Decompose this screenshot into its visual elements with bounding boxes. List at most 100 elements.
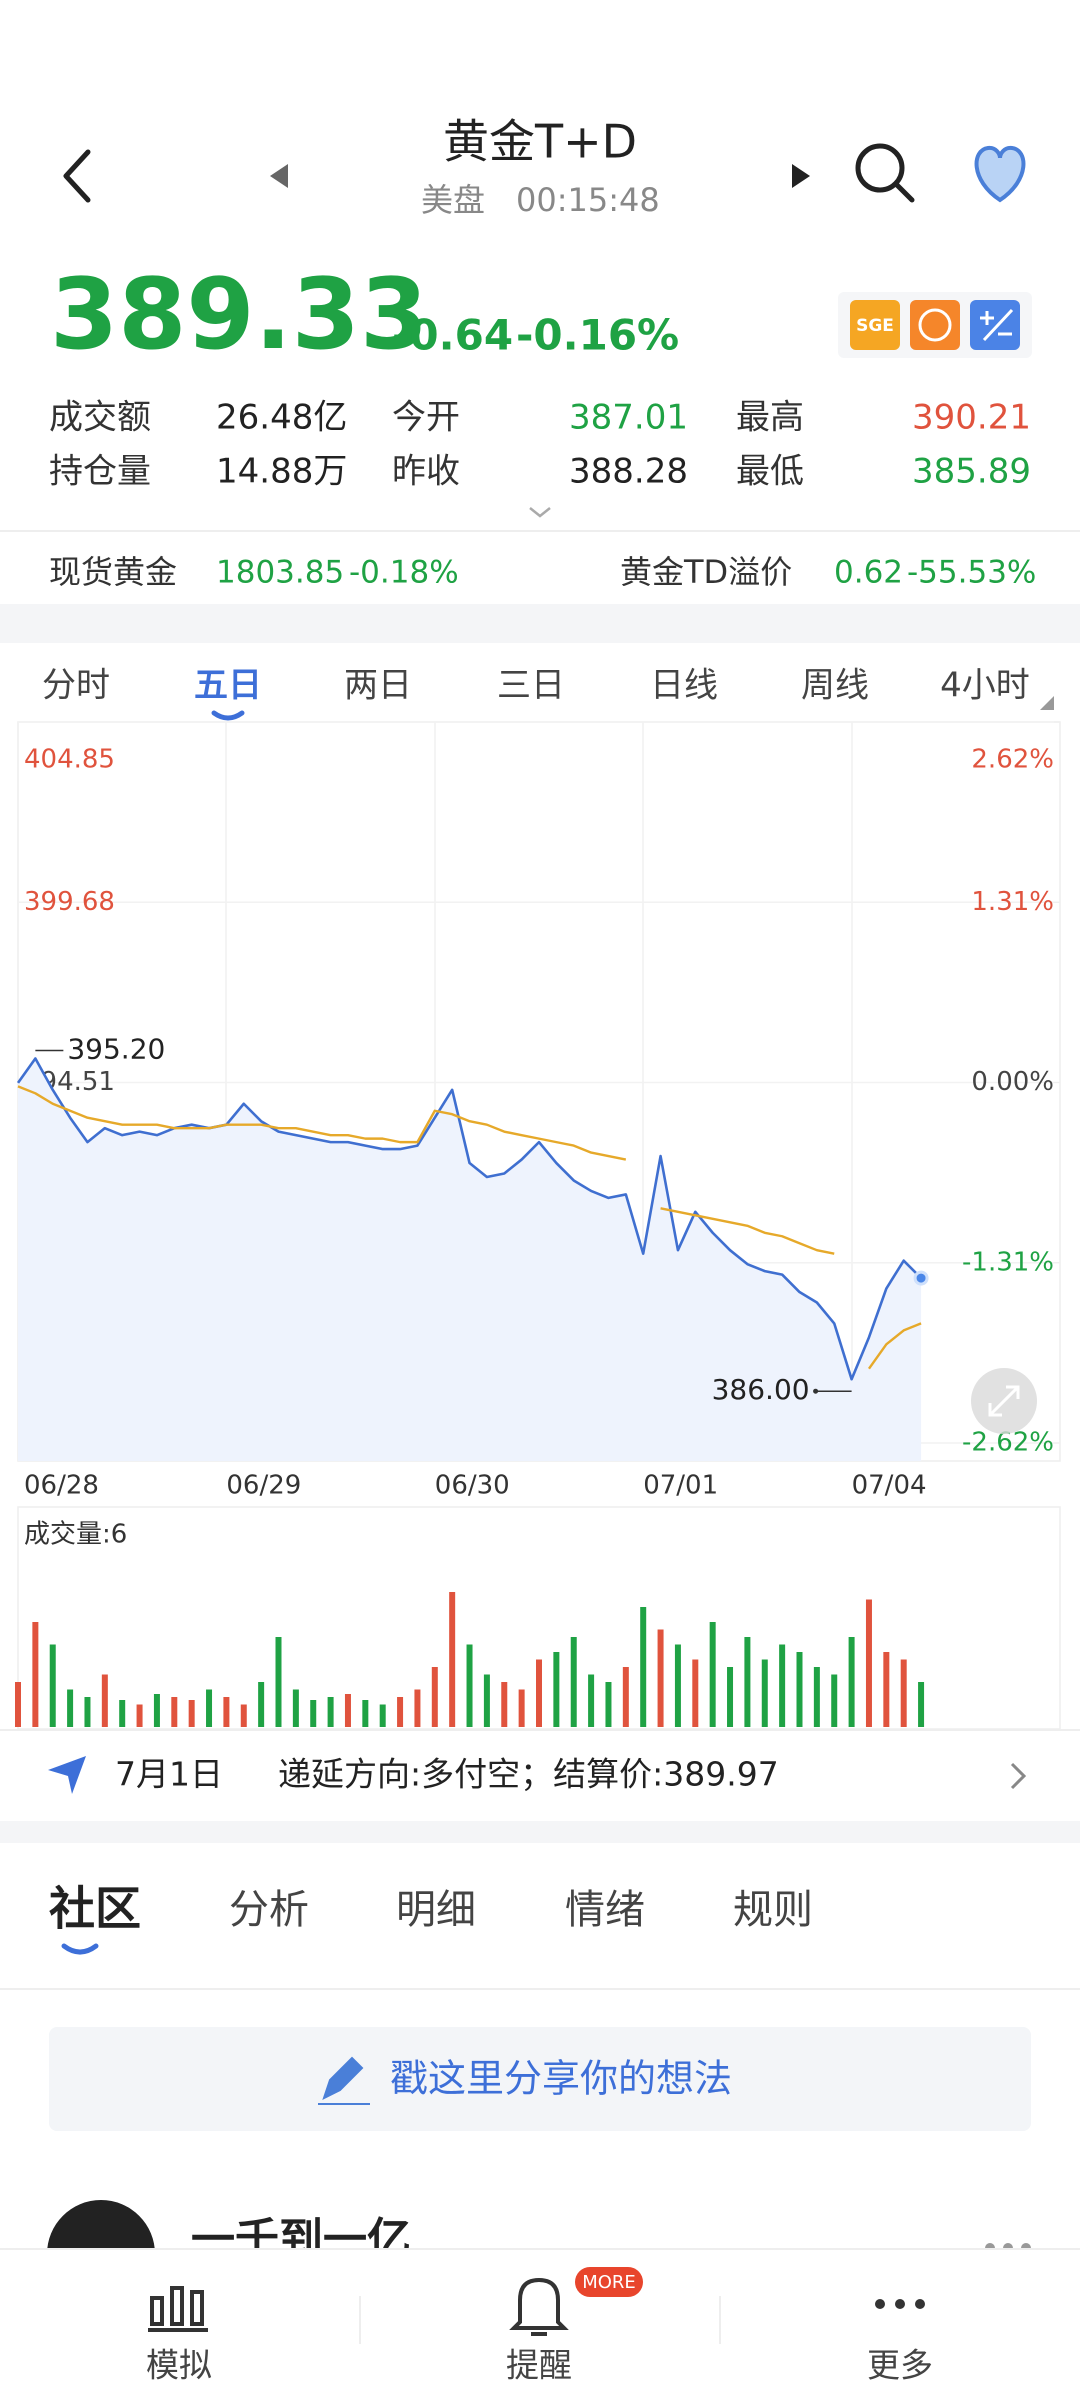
simulate-icon[interactable] xyxy=(148,2286,208,2332)
volume-bar xyxy=(292,1689,299,1727)
gray-band xyxy=(0,1821,1080,1843)
chart-tab-indicator xyxy=(211,710,245,721)
more-badge xyxy=(575,2267,643,2297)
related-value: 1803.85 xyxy=(216,555,344,591)
volume-bar xyxy=(918,1682,925,1727)
rollover-date: 7月1日 xyxy=(115,1755,223,1794)
volume-bar xyxy=(414,1689,421,1727)
volume-bar xyxy=(344,1694,351,1727)
stat-value: 26.48亿 xyxy=(216,398,347,438)
next-button[interactable] xyxy=(792,164,810,188)
prev-button[interactable] xyxy=(270,164,288,188)
volume-bar xyxy=(206,1689,213,1727)
volume-bar xyxy=(900,1659,907,1727)
gray-band xyxy=(0,604,1080,643)
stat-label: 最低 xyxy=(736,452,804,492)
sge-badge-label: SGE xyxy=(856,316,894,336)
community-tab[interactable]: 分析 xyxy=(229,1887,309,1933)
volume-bar xyxy=(709,1622,716,1727)
volume-bar xyxy=(223,1697,230,1727)
volume-bar xyxy=(449,1592,456,1727)
volume-bar xyxy=(379,1704,386,1727)
y-tick-label: 404.85 xyxy=(24,745,115,775)
tab-more-triangle[interactable] xyxy=(1040,696,1054,710)
average-line xyxy=(660,1207,835,1255)
volume-bar xyxy=(518,1689,525,1727)
volume-bar xyxy=(657,1629,664,1727)
volume-bar xyxy=(84,1697,91,1727)
y-tick-label: 399.68 xyxy=(24,887,115,917)
related-name: 现货黄金 xyxy=(49,553,177,591)
volume-bar xyxy=(848,1637,855,1727)
nav-label[interactable]: 更多 xyxy=(867,2346,933,2385)
chart-tab: 五日 xyxy=(194,666,262,706)
chart-tab: 日线 xyxy=(650,666,718,706)
stat-label: 持仓量 xyxy=(49,452,151,492)
related-change: -0.18% xyxy=(349,555,459,591)
stat-value: 14.88万 xyxy=(216,452,347,492)
volume-bar xyxy=(136,1704,143,1727)
volume-bar xyxy=(466,1644,473,1727)
chart-tab: 三日 xyxy=(497,666,565,706)
volume-bar xyxy=(779,1644,786,1727)
search-button[interactable] xyxy=(855,143,915,203)
expand-chevron[interactable] xyxy=(529,507,551,518)
stat-label: 最高 xyxy=(736,398,804,438)
volume-bar xyxy=(327,1697,334,1727)
chart-tab: 分时 xyxy=(42,666,110,706)
alert-icon[interactable] xyxy=(509,2277,569,2336)
related-name: 黄金TD溢价 xyxy=(620,553,792,591)
change-pct: -0.16% xyxy=(516,311,679,360)
community-tab[interactable]: 情绪 xyxy=(565,1887,645,1933)
related-value: 0.62 xyxy=(834,555,903,591)
more-icon[interactable] xyxy=(875,2299,925,2309)
volume-bar xyxy=(15,1682,21,1727)
y2-tick-label: 1.31% xyxy=(971,887,1054,917)
volume-bar xyxy=(49,1644,56,1727)
exchange-icon xyxy=(918,308,952,342)
rollover-icon xyxy=(48,1756,86,1794)
community-tab[interactable]: 社区 xyxy=(49,1882,141,1936)
annotation: 386.00 xyxy=(712,1373,810,1406)
time: 00:15:48 xyxy=(516,181,660,219)
volume-bar xyxy=(171,1697,178,1727)
volume-bar xyxy=(761,1659,768,1727)
volume-bar xyxy=(310,1700,317,1727)
annotation: 395.20 xyxy=(67,1032,165,1065)
community-tab[interactable]: 明细 xyxy=(396,1887,476,1933)
volume-bar xyxy=(153,1694,160,1727)
post-input[interactable] xyxy=(49,2027,1031,2131)
community-tab[interactable]: 规则 xyxy=(733,1887,813,1933)
volume-bar xyxy=(397,1697,404,1727)
volume-bar xyxy=(67,1689,74,1727)
volume-bar xyxy=(796,1652,803,1727)
nav-label[interactable]: 提醒 xyxy=(506,2346,572,2385)
average-line xyxy=(867,1322,922,1370)
volume-bar xyxy=(622,1667,629,1727)
nav-bar xyxy=(0,2248,1080,2400)
chart-tab: 4小时 xyxy=(940,666,1030,706)
chart-tab: 周线 xyxy=(801,666,869,706)
volume-bar xyxy=(240,1704,247,1727)
volume-bar xyxy=(275,1637,282,1727)
volume-bar xyxy=(570,1637,577,1727)
post-prompt: 戳这里分享你的想法 xyxy=(390,2057,732,2101)
volume-bar xyxy=(101,1674,108,1727)
calc-badge xyxy=(970,300,1020,350)
rollover-chevron[interactable] xyxy=(1010,1762,1027,1790)
price-area xyxy=(18,1058,922,1461)
nav-badge: MORE xyxy=(582,2272,636,2293)
volume-bar xyxy=(605,1682,612,1727)
x-tick-label: 07/04 xyxy=(852,1471,927,1501)
volume-bar xyxy=(588,1674,595,1727)
volume-bar xyxy=(813,1667,820,1727)
sge-badge xyxy=(850,300,900,350)
nav-label[interactable]: 模拟 xyxy=(146,2346,212,2385)
related-change: -55.53% xyxy=(907,555,1036,591)
title: 黄金T+D xyxy=(443,115,637,169)
stat-value: 385.89 xyxy=(912,452,1031,492)
x-tick-label: 06/30 xyxy=(435,1471,510,1501)
favorite-button[interactable] xyxy=(974,145,1026,203)
back-button[interactable] xyxy=(63,149,91,203)
